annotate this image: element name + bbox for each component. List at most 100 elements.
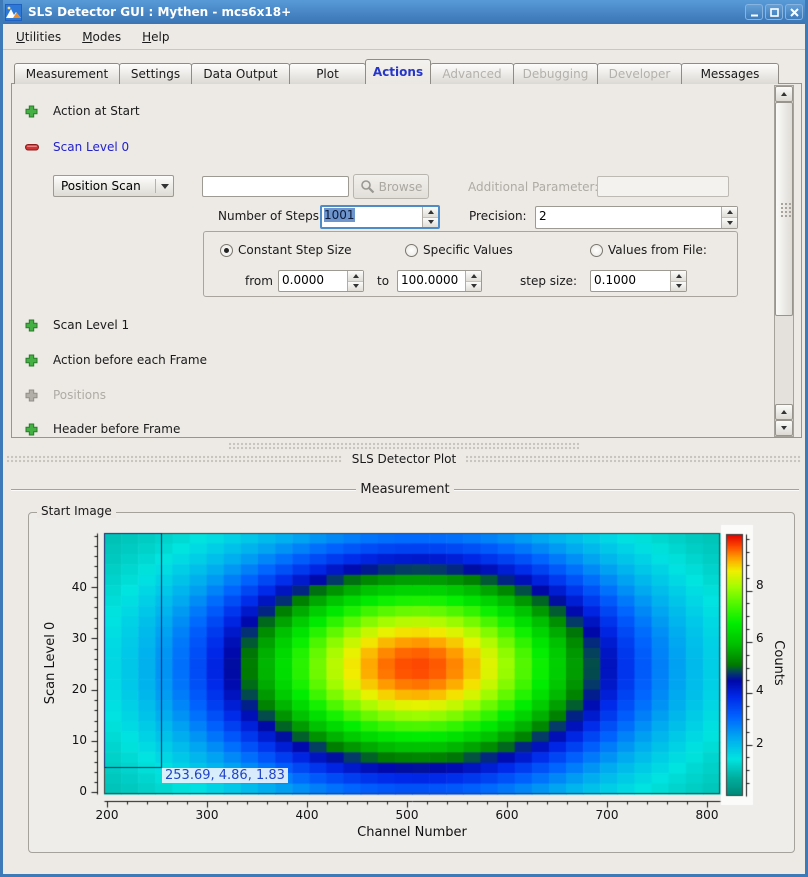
number-of-steps-label: Number of Steps: xyxy=(218,209,323,223)
scan-mode-select[interactable]: Position Scan xyxy=(53,175,174,197)
additional-parameter-label: Additional Parameter: xyxy=(468,180,598,194)
spin-down-icon[interactable] xyxy=(423,218,438,228)
splitter-handle[interactable]: SLS Detector Plot xyxy=(3,438,805,470)
scrollbar-thumb[interactable] xyxy=(775,102,793,316)
number-of-steps-stepper[interactable]: 1001 xyxy=(320,205,440,229)
x-tick-label: 500 xyxy=(377,808,437,822)
to-stepper[interactable]: 100.0000 xyxy=(397,270,482,292)
y-tick-label: 40 xyxy=(47,580,87,594)
browse-button-label: Browse xyxy=(379,180,423,194)
step-size-stepper[interactable]: 0.1000 xyxy=(590,270,687,292)
precision-stepper[interactable]: 2 xyxy=(535,206,738,229)
y-tick-label: 0 xyxy=(47,784,87,798)
menubar: Utilities Modes Help xyxy=(3,24,805,50)
expand-plus-icon[interactable] xyxy=(25,423,38,436)
menu-modes[interactable]: Modes xyxy=(73,27,130,47)
x-axis-title: Channel Number xyxy=(104,825,720,840)
action-at-start-label[interactable]: Action at Start xyxy=(53,104,140,118)
precision-label: Precision: xyxy=(469,209,527,223)
spin-up-icon[interactable] xyxy=(423,207,438,218)
values-from-file-radio[interactable] xyxy=(590,244,603,257)
tab-debugging: Debugging xyxy=(513,63,598,84)
specific-values-radio[interactable] xyxy=(405,244,418,257)
x-tick-label: 200 xyxy=(77,808,137,822)
app-window: SLS Detector GUI : Mythen - mcs6x18+ Uti… xyxy=(0,0,808,877)
action-before-frame-label[interactable]: Action before each Frame xyxy=(53,353,207,367)
browse-button: Browse xyxy=(353,174,429,199)
constant-step-label[interactable]: Constant Step Size xyxy=(238,243,352,257)
spin-down-icon[interactable] xyxy=(722,218,737,228)
scan-script-field[interactable] xyxy=(202,176,349,197)
cursor-position-tooltip: 253.69, 4.86, 1.83 xyxy=(162,768,288,783)
expand-plus-icon[interactable] xyxy=(25,354,38,367)
x-tick-label: 300 xyxy=(177,808,237,822)
app-icon xyxy=(5,4,22,21)
measurement-title-text: Measurement xyxy=(356,482,453,497)
step-size-value: 0.1000 xyxy=(591,271,670,291)
precision-value: 2 xyxy=(536,207,721,228)
scan-level-0-label[interactable]: Scan Level 0 xyxy=(53,140,129,154)
expand-plus-icon-disabled xyxy=(25,389,38,402)
scan-level-1-label[interactable]: Scan Level 1 xyxy=(53,318,129,332)
scan-mode-value: Position Scan xyxy=(54,179,155,193)
number-of-steps-value: 1001 xyxy=(324,208,355,222)
splitter-title: SLS Detector Plot xyxy=(342,452,466,466)
minimize-button[interactable] xyxy=(745,4,763,20)
expand-plus-icon[interactable] xyxy=(25,319,38,332)
vertical-scrollbar[interactable] xyxy=(774,85,794,437)
header-before-frame-label[interactable]: Header before Frame xyxy=(53,422,180,436)
magnifier-icon xyxy=(360,179,375,194)
start-image-groupbox: Start Image 0 10 20 30 40 200 300 400 50… xyxy=(28,512,795,853)
from-label: from xyxy=(245,274,273,288)
tab-plot[interactable]: Plot xyxy=(289,63,366,84)
titlebar[interactable]: SLS Detector GUI : Mythen - mcs6x18+ xyxy=(0,0,808,24)
menu-help[interactable]: Help xyxy=(133,27,178,47)
scroll-down-button[interactable] xyxy=(775,420,793,436)
maximize-button[interactable] xyxy=(765,4,783,20)
scrollbar-grip xyxy=(781,203,783,205)
from-value: 0.0000 xyxy=(279,271,347,291)
plot-panel: Measurement Start Image 0 10 20 30 40 20… xyxy=(6,470,802,874)
chevron-down-icon xyxy=(156,184,173,189)
tab-advanced: Advanced xyxy=(430,63,514,84)
step-mode-groupbox: Constant Step Size Specific Values Value… xyxy=(203,231,738,297)
constant-step-radio[interactable] xyxy=(220,244,233,257)
x-tick-label: 600 xyxy=(477,808,537,822)
colorbar-tick-label: 8 xyxy=(756,578,782,592)
to-label: to xyxy=(377,274,389,288)
tab-actions[interactable]: Actions xyxy=(365,59,431,84)
expand-plus-icon[interactable] xyxy=(25,105,38,118)
from-stepper[interactable]: 0.0000 xyxy=(278,270,364,292)
scan-script-input[interactable] xyxy=(203,179,348,198)
x-tick-label: 400 xyxy=(277,808,337,822)
tab-messages[interactable]: Messages xyxy=(681,63,779,84)
y-tick-label: 10 xyxy=(47,733,87,747)
tabbar: Measurement Settings Data Output Plot Ac… xyxy=(14,59,779,84)
measurement-groupbox-title: Measurement xyxy=(11,482,799,497)
to-value: 100.0000 xyxy=(398,271,465,291)
additional-parameter-input xyxy=(598,179,728,198)
positions-label: Positions xyxy=(53,388,106,402)
splitter-texture xyxy=(229,442,579,450)
additional-parameter-field xyxy=(597,176,729,197)
menu-utilities[interactable]: Utilities xyxy=(7,27,70,47)
heatmap-plot-canvas[interactable] xyxy=(29,513,794,848)
window-title: SLS Detector GUI : Mythen - mcs6x18+ xyxy=(28,5,745,19)
colorbar-title: Counts xyxy=(771,640,786,685)
close-button[interactable] xyxy=(785,4,803,20)
colorbar-tick-label: 2 xyxy=(756,736,782,750)
actions-pane: Action at Start Scan Level 0 Position Sc… xyxy=(11,83,802,438)
scroll-up-button[interactable] xyxy=(775,86,793,102)
values-from-file-label[interactable]: Values from File: xyxy=(608,243,707,257)
specific-values-label[interactable]: Specific Values xyxy=(423,243,513,257)
collapse-minus-icon[interactable] xyxy=(25,143,39,152)
scroll-up-button-2[interactable] xyxy=(775,404,793,420)
x-tick-label: 800 xyxy=(677,808,737,822)
tab-developer: Developer xyxy=(597,63,682,84)
y-axis-title: Scan Level 0 xyxy=(43,622,58,704)
spin-up-icon[interactable] xyxy=(722,207,737,218)
step-size-label: step size: xyxy=(520,274,577,288)
tab-data-output[interactable]: Data Output xyxy=(191,63,290,84)
tab-settings[interactable]: Settings xyxy=(119,63,192,84)
tab-measurement[interactable]: Measurement xyxy=(14,63,120,84)
